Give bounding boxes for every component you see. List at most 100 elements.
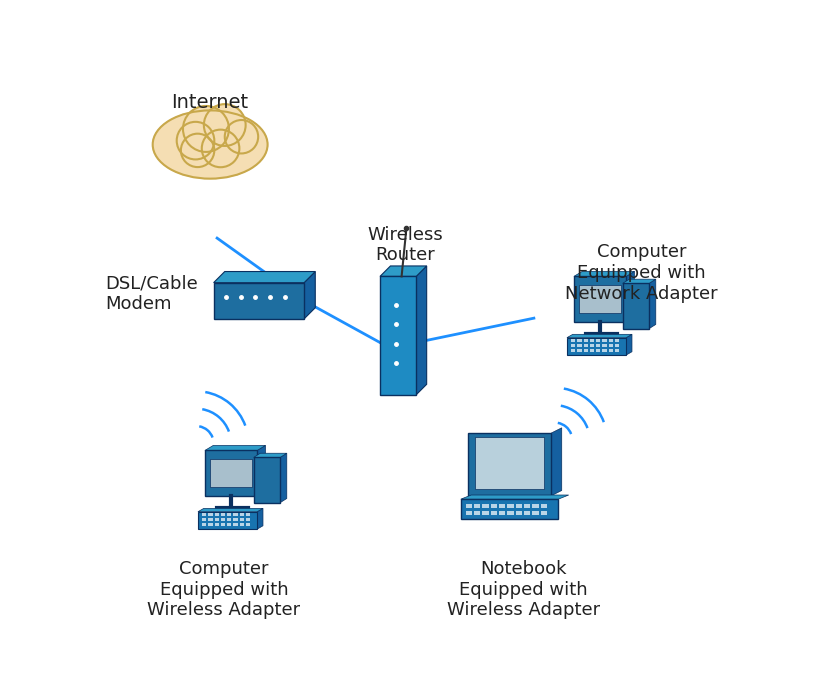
Polygon shape — [626, 271, 634, 322]
FancyBboxPatch shape — [567, 338, 626, 355]
Polygon shape — [257, 508, 263, 529]
FancyBboxPatch shape — [577, 349, 582, 352]
Polygon shape — [461, 495, 569, 499]
FancyBboxPatch shape — [583, 349, 587, 352]
Polygon shape — [214, 271, 315, 282]
FancyBboxPatch shape — [215, 518, 219, 521]
FancyBboxPatch shape — [240, 518, 244, 521]
FancyBboxPatch shape — [221, 523, 225, 526]
FancyBboxPatch shape — [209, 518, 213, 521]
Polygon shape — [416, 266, 427, 395]
Polygon shape — [304, 271, 315, 319]
FancyBboxPatch shape — [499, 511, 505, 515]
FancyBboxPatch shape — [615, 339, 619, 342]
FancyBboxPatch shape — [515, 511, 522, 515]
Polygon shape — [254, 453, 287, 457]
FancyBboxPatch shape — [532, 511, 539, 515]
Text: DSL/Cable
Modem: DSL/Cable Modem — [106, 275, 199, 313]
FancyBboxPatch shape — [572, 349, 576, 352]
Polygon shape — [280, 453, 287, 503]
Circle shape — [225, 120, 258, 154]
FancyBboxPatch shape — [202, 523, 206, 526]
FancyBboxPatch shape — [596, 349, 600, 352]
FancyBboxPatch shape — [215, 523, 219, 526]
FancyBboxPatch shape — [615, 349, 619, 352]
FancyBboxPatch shape — [214, 282, 304, 319]
FancyBboxPatch shape — [234, 513, 238, 516]
FancyBboxPatch shape — [205, 450, 257, 496]
FancyBboxPatch shape — [508, 504, 514, 508]
FancyBboxPatch shape — [572, 344, 576, 347]
FancyBboxPatch shape — [590, 344, 594, 347]
FancyBboxPatch shape — [532, 504, 539, 508]
Circle shape — [177, 122, 215, 159]
FancyBboxPatch shape — [508, 511, 514, 515]
FancyBboxPatch shape — [596, 339, 600, 342]
FancyBboxPatch shape — [210, 459, 251, 487]
Polygon shape — [198, 508, 263, 512]
FancyBboxPatch shape — [608, 339, 613, 342]
FancyBboxPatch shape — [468, 433, 551, 496]
FancyBboxPatch shape — [234, 523, 238, 526]
FancyBboxPatch shape — [541, 504, 547, 508]
FancyBboxPatch shape — [474, 504, 480, 508]
Circle shape — [202, 129, 240, 167]
FancyBboxPatch shape — [596, 344, 600, 347]
Circle shape — [181, 134, 215, 167]
Text: Wireless
Router: Wireless Router — [367, 226, 443, 264]
FancyBboxPatch shape — [499, 504, 505, 508]
FancyBboxPatch shape — [227, 518, 231, 521]
FancyBboxPatch shape — [461, 499, 558, 519]
FancyBboxPatch shape — [608, 344, 613, 347]
FancyBboxPatch shape — [380, 276, 416, 395]
FancyBboxPatch shape — [583, 344, 587, 347]
FancyBboxPatch shape — [580, 284, 621, 313]
Polygon shape — [649, 279, 656, 329]
FancyBboxPatch shape — [483, 504, 489, 508]
FancyBboxPatch shape — [603, 339, 607, 342]
FancyBboxPatch shape — [466, 504, 472, 508]
FancyBboxPatch shape — [590, 349, 594, 352]
FancyBboxPatch shape — [202, 518, 206, 521]
FancyBboxPatch shape — [254, 457, 280, 503]
Polygon shape — [623, 279, 656, 283]
Polygon shape — [257, 445, 266, 496]
FancyBboxPatch shape — [474, 437, 545, 489]
FancyBboxPatch shape — [234, 518, 238, 521]
Circle shape — [204, 104, 246, 146]
FancyBboxPatch shape — [524, 511, 530, 515]
FancyBboxPatch shape — [603, 344, 607, 347]
Polygon shape — [380, 266, 427, 276]
FancyBboxPatch shape — [590, 339, 594, 342]
FancyBboxPatch shape — [515, 504, 522, 508]
Polygon shape — [567, 334, 632, 338]
FancyBboxPatch shape — [202, 513, 206, 516]
FancyBboxPatch shape — [227, 513, 231, 516]
Polygon shape — [205, 445, 266, 450]
FancyBboxPatch shape — [221, 513, 225, 516]
FancyBboxPatch shape — [583, 339, 587, 342]
FancyBboxPatch shape — [615, 344, 619, 347]
FancyBboxPatch shape — [491, 511, 497, 515]
Text: Notebook
Equipped with
Wireless Adapter: Notebook Equipped with Wireless Adapter — [447, 560, 600, 619]
FancyBboxPatch shape — [572, 339, 576, 342]
FancyBboxPatch shape — [608, 349, 613, 352]
FancyBboxPatch shape — [240, 513, 244, 516]
FancyBboxPatch shape — [198, 512, 257, 529]
FancyBboxPatch shape — [577, 344, 582, 347]
FancyBboxPatch shape — [240, 523, 244, 526]
FancyBboxPatch shape — [603, 349, 607, 352]
FancyBboxPatch shape — [524, 504, 530, 508]
FancyBboxPatch shape — [246, 513, 251, 516]
Polygon shape — [551, 428, 561, 496]
FancyBboxPatch shape — [623, 283, 649, 329]
FancyBboxPatch shape — [483, 511, 489, 515]
Text: Computer
Equipped with
Wireless Adapter: Computer Equipped with Wireless Adapter — [147, 560, 301, 619]
FancyBboxPatch shape — [227, 523, 231, 526]
FancyBboxPatch shape — [474, 511, 480, 515]
Text: Computer
Equipped with
Network Adapter: Computer Equipped with Network Adapter — [566, 243, 718, 303]
Polygon shape — [626, 334, 632, 355]
FancyBboxPatch shape — [574, 276, 626, 322]
FancyBboxPatch shape — [541, 511, 547, 515]
FancyBboxPatch shape — [209, 523, 213, 526]
